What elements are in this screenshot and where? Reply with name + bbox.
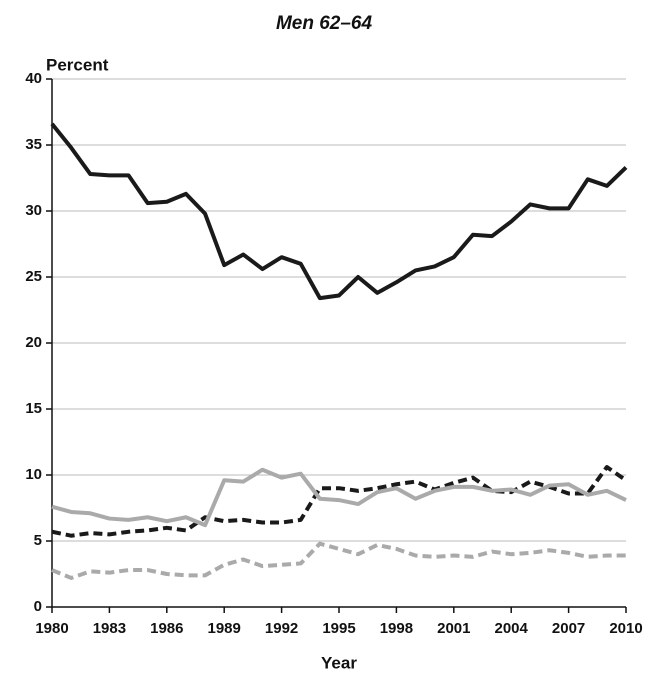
x-tick-label: 1986 xyxy=(150,620,183,637)
y-tick-label: 5 xyxy=(34,532,42,549)
y-axis-label: Percent xyxy=(46,55,109,74)
x-tick-label: 2010 xyxy=(609,620,642,637)
x-tick-label: 1983 xyxy=(93,620,126,637)
x-axis-label: Year xyxy=(321,653,357,672)
series-line xyxy=(51,467,627,528)
x-tick-label: 1980 xyxy=(35,620,68,637)
series-line xyxy=(51,541,626,580)
x-tick-label: 2004 xyxy=(495,620,529,637)
x-tick-label: 1989 xyxy=(208,620,241,637)
y-tick-label: 10 xyxy=(25,466,42,483)
y-tick-label: 15 xyxy=(25,400,42,417)
y-tick-label: 40 xyxy=(25,70,42,87)
y-tick-label: 30 xyxy=(25,202,42,219)
x-tick-label: 1992 xyxy=(265,620,298,637)
y-tick-label: 0 xyxy=(34,598,42,615)
x-tick-label: 1995 xyxy=(322,620,355,637)
x-tick-label: 2001 xyxy=(437,620,470,637)
y-tick-label: 35 xyxy=(25,136,42,153)
series-line xyxy=(51,465,628,538)
x-tick-label: 2007 xyxy=(552,620,585,637)
y-tick-label: 20 xyxy=(25,334,42,351)
series-line xyxy=(50,122,628,301)
x-tick-label: 1998 xyxy=(380,620,413,637)
chart-title: Men 62–64 xyxy=(276,13,373,34)
y-tick-label: 25 xyxy=(25,268,42,285)
